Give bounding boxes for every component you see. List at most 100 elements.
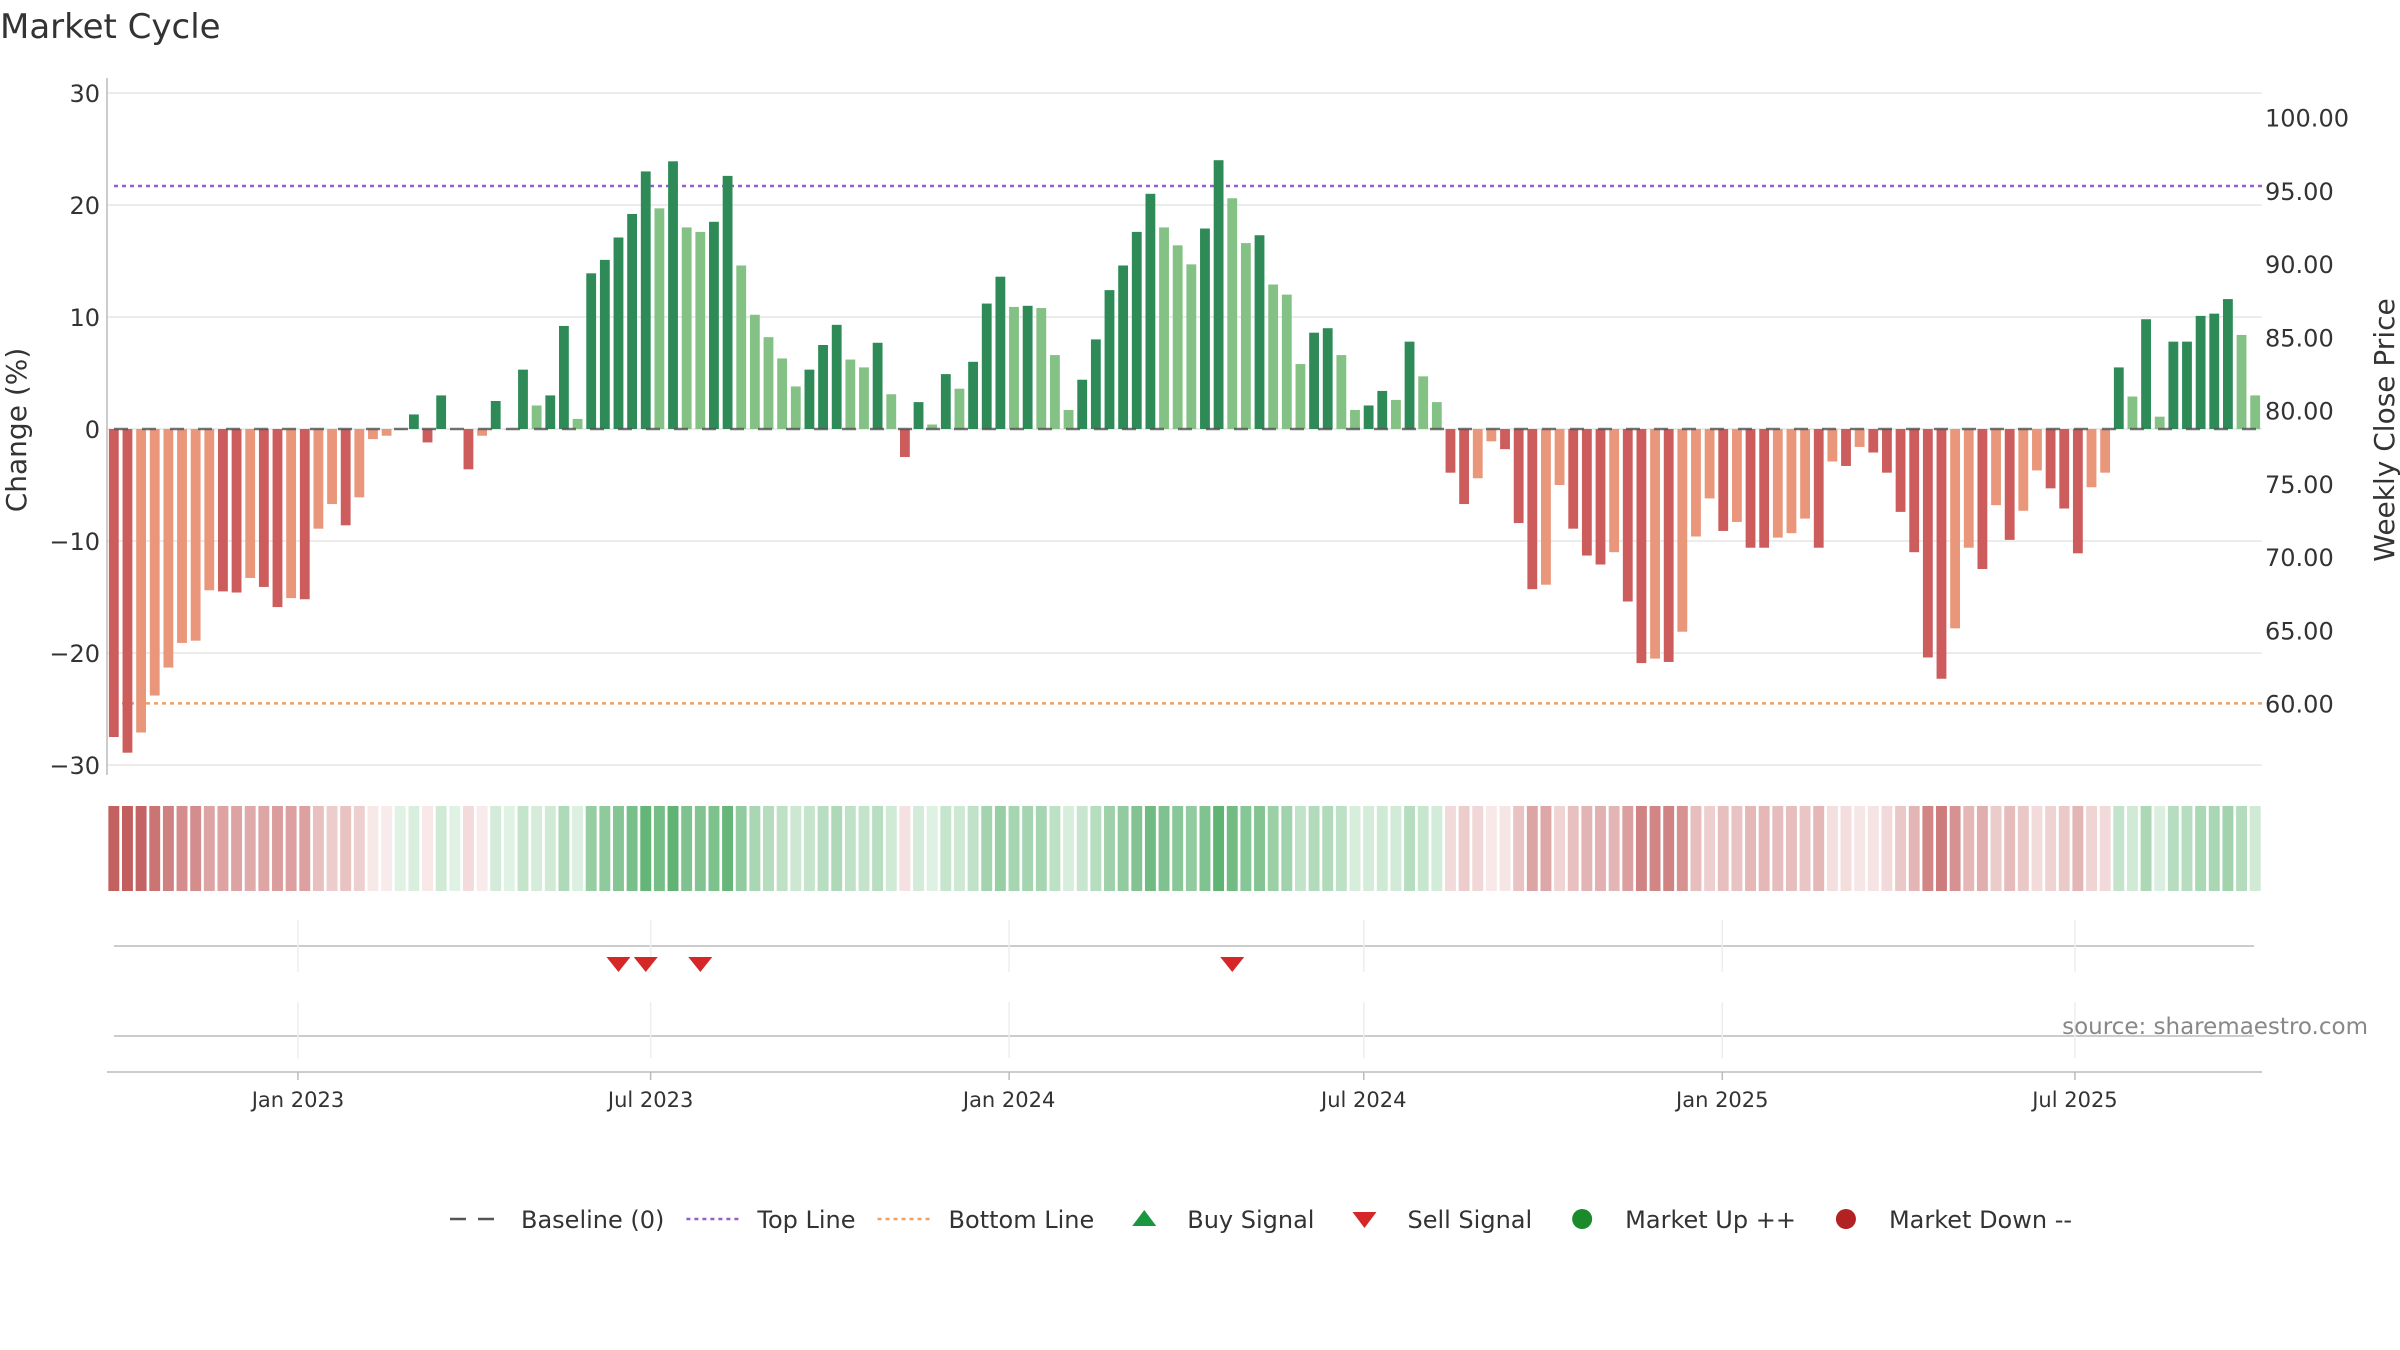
bar <box>2182 341 2192 429</box>
heat-cell <box>503 806 515 891</box>
bar <box>1745 429 1756 548</box>
bar <box>299 429 310 600</box>
heat-cell <box>1240 806 1252 891</box>
event-panel <box>107 1002 2262 1073</box>
bar <box>1963 429 1974 548</box>
heat-cell <box>203 806 215 891</box>
heat-cell <box>299 806 311 891</box>
right-tick-label: 85.00 <box>2265 324 2334 352</box>
right-tick-label: 95.00 <box>2265 178 2334 206</box>
legend-item: Top Line <box>686 1206 856 1234</box>
bar <box>804 369 815 429</box>
heat-cell <box>1581 806 1593 891</box>
heat-cell <box>1131 806 1143 891</box>
heat-cell <box>1499 806 1511 891</box>
heat-cell <box>2154 806 2166 891</box>
bar <box>940 374 951 429</box>
bar <box>722 175 733 429</box>
bar <box>463 429 474 470</box>
bar <box>1541 429 1551 585</box>
legend-swatch-circle <box>1835 1209 1856 1229</box>
heat-cell <box>994 806 1006 891</box>
bar <box>709 221 719 429</box>
heat-cell <box>476 806 488 891</box>
bar <box>927 424 938 429</box>
sell-signal-marker <box>633 957 658 972</box>
bar <box>477 429 487 436</box>
bar <box>2250 395 2261 429</box>
bar <box>1909 429 1920 553</box>
heat-cell <box>1649 806 1661 891</box>
heat-cell <box>1431 806 1443 891</box>
bar <box>218 429 228 592</box>
left-tick-label: −30 <box>49 752 100 780</box>
heat-cell <box>1417 806 1429 891</box>
bar <box>1854 429 1865 447</box>
heat-cell <box>1567 806 1579 891</box>
bar <box>1527 429 1538 590</box>
heat-cell <box>572 806 584 891</box>
heat-cell <box>1349 806 1361 891</box>
bar <box>572 418 583 429</box>
heat-cell <box>2017 806 2029 891</box>
bar <box>1200 228 1210 429</box>
bar <box>1636 429 1647 664</box>
bar <box>1431 402 1442 429</box>
right-tick-label: 90.00 <box>2265 251 2334 279</box>
legend-label: Sell Signal <box>1407 1206 1532 1234</box>
legend-item: Sell Signal <box>1352 1206 1532 1234</box>
bar <box>368 429 378 440</box>
left-tick-label: 10 <box>69 304 100 332</box>
heat-cell <box>1022 806 1034 891</box>
reference-lines <box>114 184 2262 705</box>
bar <box>1118 265 1129 429</box>
bar <box>1827 429 1838 462</box>
heat-cell <box>2099 806 2111 891</box>
heat-cell <box>1445 806 1456 891</box>
heat-cell <box>735 806 747 891</box>
bar <box>1309 332 1319 429</box>
bar <box>2154 416 2165 429</box>
heat-cell <box>2045 806 2057 891</box>
heat-cell <box>763 806 774 891</box>
heat-cell <box>1172 806 1184 891</box>
heat-cell <box>394 806 406 891</box>
bar <box>381 429 392 436</box>
heat-cell <box>367 806 379 891</box>
bar <box>627 213 638 429</box>
bar <box>1390 399 1401 429</box>
bar <box>531 405 542 429</box>
x-tick-label: Jan 2025 <box>1674 1088 1769 1112</box>
heat-cell <box>462 806 474 891</box>
heat-cell <box>1922 806 1934 891</box>
heat-cell <box>953 806 965 891</box>
bar <box>2032 429 2042 471</box>
heat-cell <box>1513 806 1525 891</box>
x-tick-label: Jan 2024 <box>961 1088 1056 1112</box>
bar <box>245 429 256 578</box>
heat-cell <box>640 806 652 891</box>
bar <box>1500 429 1510 450</box>
bar <box>2086 429 2097 488</box>
heat-cell <box>1158 806 1170 891</box>
heat-cell <box>162 806 174 891</box>
sell-signal-marker <box>606 957 631 972</box>
heat-cell <box>272 806 283 891</box>
heat-cell <box>776 806 788 891</box>
heat-cell <box>1881 806 1893 891</box>
bar <box>1363 405 1374 429</box>
heat-cell <box>613 806 624 891</box>
bar <box>1841 429 1851 466</box>
bar <box>2141 319 2151 429</box>
heat-cell <box>1867 806 1879 891</box>
heat-cell <box>899 806 911 891</box>
heat-cell <box>940 806 952 891</box>
heat-cell <box>2031 806 2043 891</box>
heat-cell <box>681 806 693 891</box>
heat-cell <box>217 806 229 891</box>
heat-cell <box>312 806 324 891</box>
heat-cell <box>1117 806 1129 891</box>
heat-cell <box>1690 806 1702 891</box>
heat-cell <box>722 806 734 891</box>
bar <box>190 429 201 641</box>
